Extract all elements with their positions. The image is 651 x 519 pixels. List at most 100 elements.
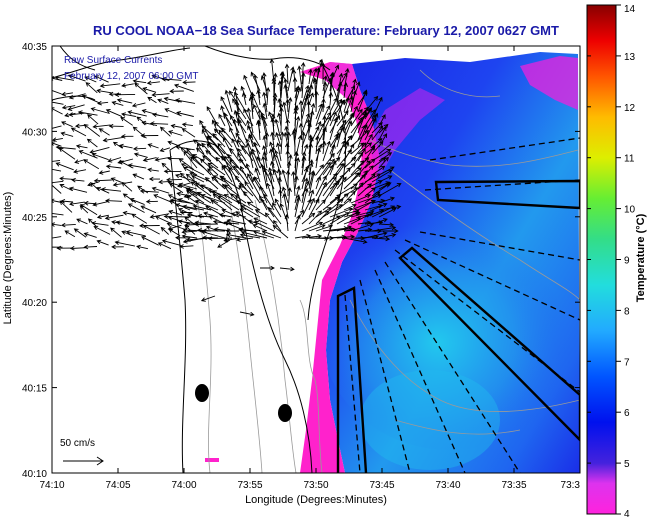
- current-vector: [52, 222, 62, 227]
- current-vector: [102, 136, 123, 143]
- current-vector: [151, 92, 170, 98]
- current-vector: [315, 103, 323, 120]
- current-vector: [350, 235, 366, 241]
- current-vector: [182, 80, 196, 85]
- current-vector: [196, 191, 219, 204]
- current-vector: [251, 148, 261, 169]
- current-vector: [378, 207, 397, 218]
- current-vector: [343, 190, 356, 204]
- current-vector: [181, 234, 198, 239]
- current-vector: [285, 169, 291, 197]
- current-vector: [210, 199, 226, 211]
- current-vector: [350, 108, 363, 127]
- current-vector: [224, 184, 240, 197]
- x-tick-label: 74:10: [39, 480, 64, 491]
- current-vector: [140, 133, 159, 138]
- current-vector: [301, 84, 310, 106]
- current-vector: [110, 227, 122, 238]
- current-vector: [131, 213, 148, 224]
- current-vector: [73, 228, 87, 238]
- current-vector: [218, 129, 233, 148]
- current-vector: [178, 158, 194, 170]
- current-vector: [315, 102, 325, 127]
- current-vector: [301, 167, 309, 190]
- current-vector: [200, 193, 226, 204]
- current-vector: [308, 134, 313, 162]
- current-vector: [233, 165, 247, 183]
- current-vector: [212, 193, 233, 211]
- current-vector: [203, 211, 219, 218]
- current-vector: [136, 244, 148, 250]
- current-vector: [343, 82, 349, 99]
- current-vector: [343, 96, 350, 113]
- current-vector: [93, 178, 112, 184]
- current-vector: [314, 90, 319, 113]
- current-vector: [230, 114, 240, 134]
- current-vector: [168, 228, 181, 237]
- current-vector: [322, 140, 331, 162]
- current-vector: [294, 196, 301, 218]
- current-vector: [237, 118, 247, 141]
- current-vector: [322, 152, 335, 169]
- current-vector: [306, 100, 311, 120]
- current-vector: [110, 177, 122, 183]
- y-tick-label: 40:25: [22, 213, 47, 224]
- current-vector: [196, 143, 205, 155]
- current-vector: [252, 104, 261, 120]
- current-vector: [190, 181, 212, 197]
- current-vector: [237, 148, 247, 162]
- current-vector: [212, 190, 233, 204]
- current-vector: [371, 169, 393, 183]
- current-vector: [149, 213, 170, 219]
- current-vector: [178, 182, 198, 190]
- current-vector: [240, 85, 247, 99]
- current-vector: [306, 118, 311, 141]
- current-vector: [68, 186, 88, 193]
- current-vector: [69, 246, 87, 251]
- current-vector: [217, 195, 240, 211]
- current-vector: [336, 198, 353, 211]
- current-vector: [132, 78, 147, 84]
- station-dot: [278, 404, 292, 422]
- current-vector: [212, 133, 226, 148]
- current-vector: [186, 212, 205, 218]
- current-vector: [357, 110, 368, 134]
- current-vector: [96, 214, 109, 220]
- current-vector: [120, 116, 133, 126]
- current-vector: [308, 198, 320, 218]
- current-vector: [264, 212, 275, 225]
- current-vector: [364, 180, 383, 190]
- current-vector: [371, 236, 391, 242]
- current-vector: [329, 198, 344, 211]
- current-vector: [92, 124, 111, 129]
- current-vector: [343, 237, 368, 244]
- current-vector: [294, 185, 301, 204]
- current-vector: [263, 193, 275, 211]
- current-vector: [147, 96, 157, 104]
- current-vector: [239, 311, 255, 317]
- current-vector: [91, 152, 109, 161]
- warm-core: [320, 210, 580, 450]
- current-vector: [121, 181, 133, 192]
- current-vector: [287, 187, 292, 211]
- current-vector: [364, 231, 388, 239]
- current-vector: [152, 112, 169, 118]
- current-vector: [205, 150, 219, 162]
- current-vector: [277, 112, 282, 127]
- map-title: RU COOL NOAA−18 Sea Surface Temperature:…: [93, 23, 559, 38]
- x-tick-label: 73:45: [369, 480, 394, 491]
- current-vector: [149, 121, 169, 126]
- colorbar-tick-label: 4: [624, 509, 630, 519]
- overlay-line-1: Raw Surface Currents: [64, 55, 162, 66]
- current-vector: [98, 170, 110, 175]
- current-vector: [315, 199, 326, 211]
- current-vector: [154, 215, 172, 225]
- current-vector: [273, 219, 282, 232]
- current-vector: [202, 155, 219, 169]
- current-vector: [336, 99, 345, 120]
- x-tick-label: 73:35: [501, 480, 526, 491]
- current-vector: [371, 140, 384, 155]
- current-vector: [133, 152, 148, 158]
- current-vector: [371, 217, 388, 225]
- current-vector: [177, 219, 198, 225]
